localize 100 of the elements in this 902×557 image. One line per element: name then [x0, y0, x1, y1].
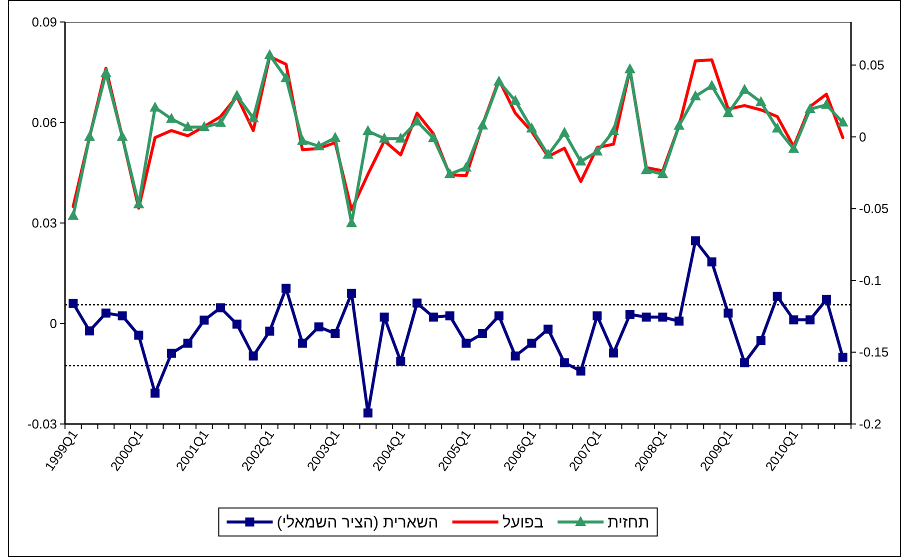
point	[576, 366, 586, 376]
legend-label: בפועל	[502, 514, 544, 532]
point	[68, 298, 78, 308]
y-tick-label: 0	[50, 316, 57, 331]
point	[166, 112, 177, 123]
point	[820, 98, 832, 109]
point	[150, 388, 160, 398]
point	[264, 49, 276, 60]
point	[510, 351, 520, 360]
point	[804, 103, 816, 114]
y-tick-label: 0.09	[32, 14, 57, 30]
point	[657, 168, 668, 178]
point	[560, 358, 569, 368]
point	[510, 94, 521, 105]
point	[380, 312, 389, 322]
point	[412, 115, 423, 126]
point	[444, 168, 456, 178]
point	[740, 358, 750, 368]
point	[101, 308, 110, 318]
point	[330, 329, 340, 338]
point	[739, 84, 750, 94]
point	[755, 96, 766, 106]
point	[396, 356, 406, 366]
point	[806, 315, 815, 324]
point	[542, 148, 554, 159]
point	[216, 303, 226, 312]
point	[494, 311, 504, 320]
y2-tick-label: -0.2	[859, 416, 882, 432]
point	[363, 408, 372, 418]
point	[330, 132, 341, 142]
point	[314, 322, 324, 332]
point	[526, 122, 538, 133]
y2-tick-label: -0.1	[859, 272, 882, 288]
point	[722, 107, 734, 118]
point	[378, 132, 390, 143]
y2-tick-label: -0.05	[859, 201, 889, 216]
point	[428, 132, 439, 142]
point	[772, 122, 783, 133]
point	[296, 134, 308, 145]
point	[772, 292, 782, 301]
point	[837, 116, 848, 126]
point	[182, 121, 194, 132]
point	[724, 308, 733, 318]
point	[558, 126, 570, 137]
point	[756, 336, 766, 346]
y-tick-label: 0.06	[32, 115, 57, 130]
point	[116, 130, 128, 141]
point	[200, 316, 209, 325]
point	[445, 311, 454, 320]
point	[624, 63, 636, 74]
point	[265, 326, 274, 336]
point	[280, 72, 292, 82]
point	[118, 311, 127, 320]
point	[822, 294, 831, 304]
point	[462, 338, 471, 348]
point	[789, 315, 798, 324]
point	[232, 320, 242, 329]
point	[248, 351, 258, 360]
legend-label: השארית (הציר השמאלי)	[276, 514, 438, 532]
point	[313, 140, 324, 150]
point	[642, 312, 651, 322]
point	[68, 210, 79, 220]
point	[100, 67, 112, 78]
point	[592, 311, 602, 320]
point	[609, 348, 618, 358]
point	[690, 90, 701, 100]
point	[658, 312, 668, 322]
point	[198, 121, 210, 132]
point	[428, 312, 438, 322]
point	[674, 316, 684, 326]
y2-tick-label: 0.05	[859, 58, 884, 73]
point	[248, 112, 259, 122]
point	[362, 125, 374, 136]
point	[183, 338, 192, 348]
point	[592, 146, 603, 156]
point	[788, 142, 800, 153]
point	[690, 236, 700, 246]
point	[838, 352, 848, 362]
point	[707, 257, 716, 266]
point	[215, 116, 226, 127]
point	[575, 156, 586, 166]
point	[282, 284, 291, 293]
point	[608, 125, 620, 136]
y-tick-label: 0.03	[32, 216, 57, 230]
point	[166, 348, 176, 358]
point	[527, 338, 536, 348]
y-tick-label: -0.03	[27, 416, 57, 432]
point	[85, 326, 94, 336]
point	[134, 330, 144, 340]
point	[625, 310, 634, 319]
point	[395, 132, 406, 143]
point	[231, 90, 242, 100]
point	[640, 164, 652, 174]
point	[544, 324, 553, 334]
point	[674, 120, 685, 130]
point	[493, 76, 504, 86]
legend-label: תחזית	[608, 514, 650, 532]
y2-tick-label: 0	[859, 129, 866, 144]
point	[84, 130, 96, 141]
point	[478, 329, 488, 338]
